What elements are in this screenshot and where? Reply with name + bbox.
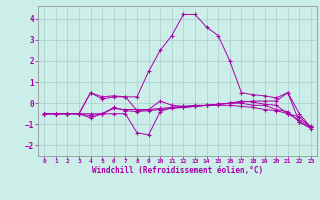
X-axis label: Windchill (Refroidissement éolien,°C): Windchill (Refroidissement éolien,°C) [92, 166, 263, 175]
